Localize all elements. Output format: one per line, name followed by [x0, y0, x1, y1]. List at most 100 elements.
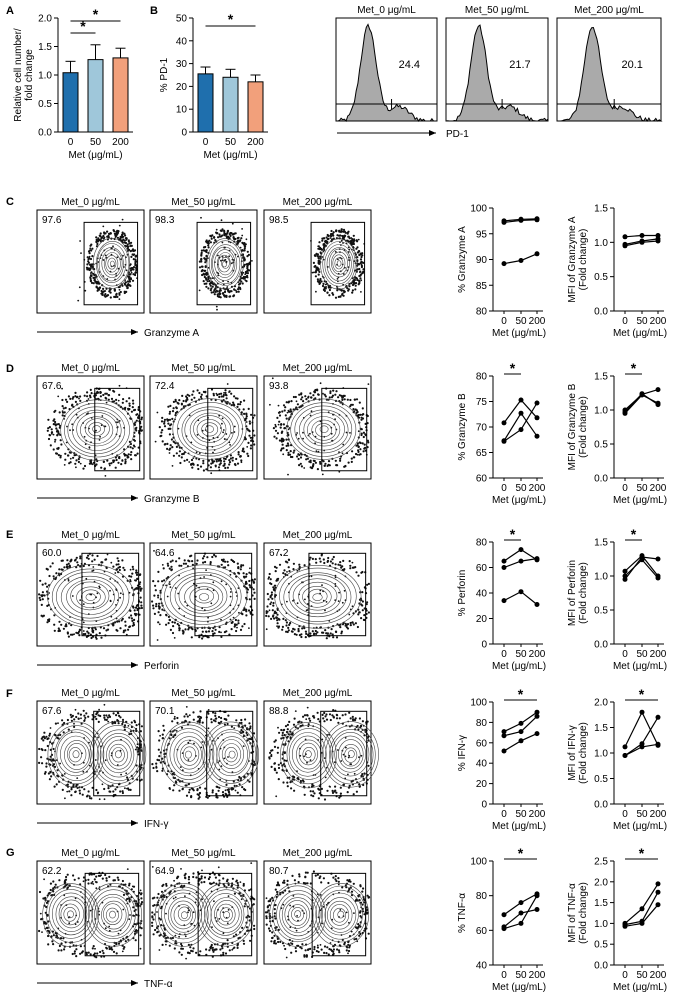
- hist-0-title: Met_0 μg/mL: [357, 5, 416, 16]
- flow-d-event-dot: [283, 409, 286, 412]
- flow-d-event-dot: [135, 413, 138, 416]
- flow-g-event-dot: [151, 924, 154, 928]
- flow-d-event-dot: [113, 400, 116, 403]
- flow-e-event-dot: [238, 572, 241, 575]
- flow-d-event-dot: [222, 429, 225, 431]
- flow-e-event-dot: [135, 573, 139, 577]
- flow-f-event-dot: [363, 772, 366, 775]
- flow-d-event-dot: [180, 456, 183, 459]
- flow-d-event-dot: [48, 426, 52, 429]
- flow-c-event-dot: [317, 273, 320, 276]
- flow-d-event-dot: [215, 392, 218, 395]
- flow-g-event-dot: [127, 938, 130, 941]
- flow-f-event-dot: [130, 721, 133, 724]
- flow-e-event-dot: [292, 568, 295, 571]
- flow-d-event-dot: [362, 431, 365, 434]
- flow-d-event-dot: [295, 400, 298, 403]
- flow-e-event-dot: [284, 560, 288, 563]
- flow-f-event-dot: [98, 708, 100, 711]
- flow-f-event-dot: [137, 750, 140, 753]
- flow-f-event-dot: [214, 720, 217, 723]
- flow-d-event-dot: [95, 463, 98, 466]
- flow-f-contour-line: [67, 742, 87, 766]
- flow-d-event-dot: [298, 464, 301, 467]
- flow-f-event-dot: [340, 760, 343, 762]
- flow-f-event-dot: [180, 726, 184, 729]
- chart-c-pct-x-tick-label: 200: [529, 316, 546, 327]
- flow-c-event-dot: [103, 231, 106, 234]
- flow-e-event-dot: [323, 561, 326, 565]
- flow-e-event-dot: [249, 567, 251, 570]
- flow-e-contour-line: [198, 593, 210, 601]
- flow-d-event-dot: [313, 391, 316, 394]
- flow-e-event-dot: [287, 626, 290, 630]
- flow-f-event-dot: [294, 710, 297, 712]
- flow-e-event-dot: [280, 553, 282, 556]
- flow-f-event-dot: [176, 721, 179, 725]
- flow-e-contour-line: [51, 568, 130, 626]
- flow-e-event-dot: [240, 565, 243, 568]
- flow-d-plot-title: Met_0 μg/mL: [61, 363, 120, 374]
- flow-c-event-dot: [246, 272, 249, 275]
- flow-d-event-dot: [210, 462, 213, 465]
- flow-d-event-dot: [114, 466, 117, 469]
- flow-c-event-dot: [131, 248, 135, 251]
- flow-e-event-dot: [66, 559, 69, 562]
- flow-d-event-dot: [219, 462, 222, 465]
- flow-f-event-dot: [286, 776, 289, 779]
- flow-e-event-dot: [90, 636, 93, 640]
- flow-g-event-dot: [79, 945, 82, 948]
- flow-d-event-dot: [82, 467, 85, 470]
- flow-f-event-dot: [270, 765, 273, 769]
- flow-d-event-dot: [347, 461, 350, 464]
- flow-d-event-dot: [334, 393, 337, 396]
- flow-d-event-dot: [242, 408, 245, 411]
- flow-c-event-dot: [112, 245, 114, 248]
- flow-e-event-dot: [100, 561, 103, 564]
- flow-f-event-dot: [125, 772, 128, 775]
- flow-e-event-dot: [167, 622, 170, 625]
- hist-x-axis-label: PD-1: [446, 129, 469, 140]
- flow-e-event-dot: [355, 571, 358, 574]
- chart-c-mfi-data-point: [655, 238, 661, 244]
- flow-e-event-dot: [238, 611, 240, 614]
- flow-f-event-dot: [317, 718, 320, 721]
- flow-f-event-dot: [121, 718, 125, 722]
- flow-e-contour-line: [283, 572, 352, 623]
- flow-g-event-dot: [334, 878, 337, 881]
- flow-g-event-dot: [277, 928, 280, 932]
- flow-d-contour-line: [60, 399, 135, 461]
- flow-e-event-dot: [166, 595, 169, 598]
- flow-f-gate-percent: 70.1: [155, 706, 175, 717]
- chart-f-mfi-y-tick-label: 2.0: [594, 698, 608, 709]
- chart-f-mfi-data-point: [622, 744, 628, 750]
- flow-c-event-dot: [315, 252, 318, 255]
- flow-e-event-dot: [273, 588, 276, 591]
- flow-g-event-dot: [97, 874, 100, 877]
- flow-c-event-dot: [317, 269, 320, 272]
- flow-g-event-dot: [95, 887, 98, 890]
- flow-c-event-dot: [328, 294, 331, 297]
- flow-f-event-dot: [271, 749, 274, 752]
- flow-d-contour-line: [193, 415, 227, 443]
- flow-g-event-dot: [222, 932, 225, 935]
- flow-f-event-dot: [342, 753, 345, 756]
- flow-g-contour-line: [85, 882, 142, 947]
- flow-f-event-dot: [134, 748, 137, 751]
- flow-c-event-dot: [205, 255, 208, 258]
- flow-f-event-dot: [183, 715, 186, 718]
- flow-c-event-dot: [207, 287, 210, 290]
- flow-g-event-dot: [139, 934, 142, 937]
- flow-f-event-dot: [351, 715, 354, 719]
- chart-d-mfi-y-tick-label: 0.0: [594, 474, 608, 485]
- chart-b-y-tick-label: 40: [176, 36, 188, 47]
- flow-d-event-dot: [75, 396, 79, 399]
- flow-d-event-dot: [293, 449, 296, 452]
- flow-d-event-dot: [166, 442, 169, 445]
- flow-f-event-dot: [349, 763, 352, 765]
- flow-d-event-dot: [163, 422, 166, 425]
- flow-d-event-dot: [287, 444, 290, 447]
- flow-g-event-dot: [174, 934, 177, 937]
- flow-c-event-dot: [233, 288, 236, 291]
- flow-d-event-dot: [117, 457, 120, 459]
